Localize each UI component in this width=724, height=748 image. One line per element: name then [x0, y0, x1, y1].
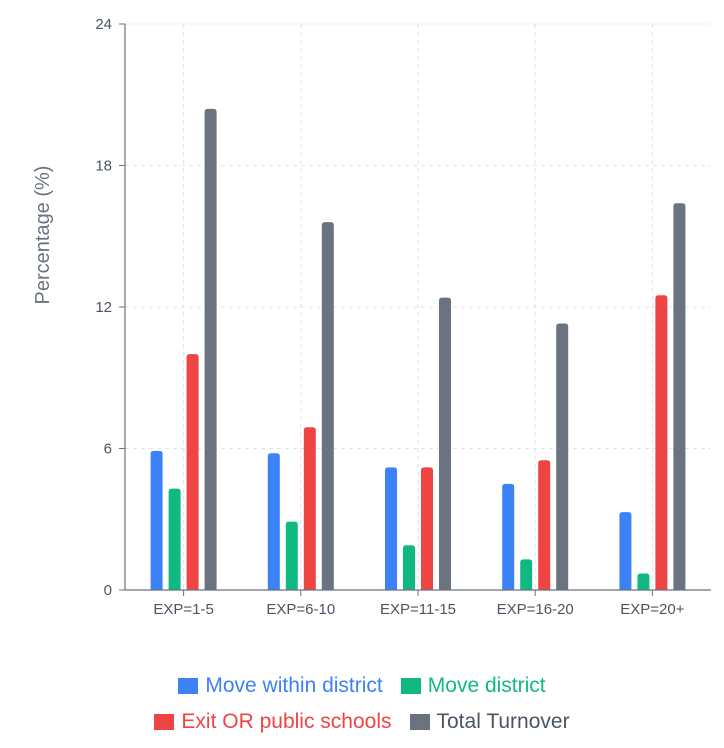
y-tick-label: 0: [104, 582, 112, 599]
bar-exit-or-public-schools-2: [421, 467, 433, 590]
bar-exit-or-public-schools-1: [303, 427, 316, 590]
bar-exit-or-public-schools-4: [655, 295, 668, 590]
y-tick-label: 6: [104, 441, 112, 458]
y-tick-label: 24: [95, 16, 112, 33]
legend-item-move-within-district[interactable]: Move within district: [178, 674, 383, 698]
legend-item-move-district[interactable]: Move district: [400, 674, 546, 698]
legend-swatch-exit-or-public-schools: [154, 714, 175, 730]
legend-swatch-move-within-district: [178, 678, 199, 694]
y-axis-label: Percentage (%): [32, 166, 54, 305]
legend-swatch-move-district: [400, 678, 421, 694]
bar-move-within-district-0: [150, 450, 163, 590]
bar-total-turnover-0: [204, 108, 217, 591]
legend: Move within district Move district Exit …: [0, 674, 724, 734]
bar-move-within-district-4: [619, 512, 632, 590]
y-tick-label: 12: [95, 299, 112, 316]
bar-move-within-district-3: [502, 483, 515, 590]
bar-total-turnover-3: [556, 323, 569, 590]
bar-move-district-0: [168, 488, 181, 590]
legend-label-exit-or-public-schools: Exit OR public schools: [181, 710, 392, 733]
bar-exit-or-public-schools-0: [186, 354, 199, 590]
bar-move-district-2: [403, 545, 415, 590]
y-tick-label: 18: [95, 158, 112, 175]
legend-row-2: Exit OR public schools Total Turnover: [0, 710, 724, 734]
x-tick-label: EXP=6-10: [266, 601, 335, 618]
bar-chart: 0 6 12 18 24 EXP=1-5 EXP=6-10 EXP=11-15 EXP=16-2…: [32, 16, 711, 618]
legend-row-1: Move within district Move district: [0, 674, 724, 698]
x-tick-label: EXP=16-20: [497, 601, 574, 618]
x-tick-label: EXP=20+: [620, 601, 684, 618]
legend-item-exit-or-public-schools[interactable]: Exit OR public schools: [154, 710, 392, 734]
legend-item-total-turnover[interactable]: Total Turnover: [409, 710, 570, 734]
legend-label-move-within-district: Move within district: [205, 674, 383, 697]
bar-move-district-1: [285, 521, 298, 590]
x-tick-label: EXP=11-15: [380, 601, 456, 618]
bar-total-turnover-2: [439, 297, 451, 590]
bar-move-district-3: [520, 559, 533, 590]
legend-label-move-district: Move district: [427, 674, 546, 697]
bar-total-turnover-4: [673, 203, 686, 590]
bar-move-within-district-1: [267, 453, 280, 590]
bar-move-district-4: [637, 573, 650, 590]
legend-label-total-turnover: Total Turnover: [436, 710, 570, 733]
bar-total-turnover-1: [321, 222, 334, 590]
bar-exit-or-public-schools-3: [538, 460, 551, 590]
bar-move-within-district-2: [385, 467, 397, 590]
x-tick-label: EXP=1-5: [153, 601, 213, 618]
legend-swatch-total-turnover: [409, 714, 430, 730]
